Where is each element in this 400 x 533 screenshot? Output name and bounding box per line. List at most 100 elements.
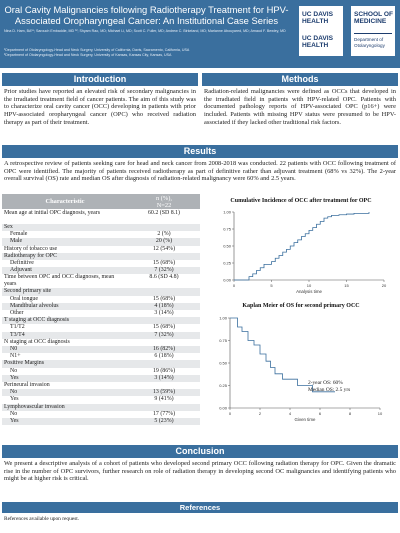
table-cell-label: No (10, 389, 18, 396)
table-row: No 19 (86%) (2, 368, 200, 375)
table-cell-value: 16 (82%) (152, 346, 176, 352)
table-cell-label: Sex (4, 224, 13, 230)
logo-divider (354, 33, 392, 34)
table-cell-label: No (10, 410, 18, 417)
table-row: Adjuvant 7 (32%) (2, 267, 200, 275)
table-header: Characteristic n (%), N=22 (2, 194, 200, 209)
table-row: Mean age at initial OPC diagnosis, years… (2, 210, 200, 224)
table-row: Lymphovascular invasion (2, 403, 200, 411)
ucdavis-health-logo: UC DAVIS HEALTH UC DAVIS HEALTH (299, 6, 343, 56)
table-cell-value: 15 (68%) (152, 324, 176, 331)
x-tick-label: 0 (229, 411, 232, 416)
x-tick-label: 20 (382, 283, 387, 288)
affiliation-1: ¹Department of Otolaryngology-Head and N… (4, 48, 190, 52)
table-row: No 13 (59%) (2, 389, 200, 397)
conclusion-text: We present a descriptive analysis of a c… (4, 460, 396, 483)
y-tick-label: 0.00 (219, 405, 228, 410)
table-col-n-line2: N=22 (156, 201, 172, 209)
x-axis-label: Analysis time (296, 289, 322, 294)
y-tick-label: 1.00 (223, 209, 232, 214)
logo-line: SCHOOL OF (354, 11, 394, 18)
table-row: Yes 5 (23%) (2, 418, 200, 426)
table-row: No 17 (77%) (2, 411, 200, 418)
kaplan-meier-chart: 0.00 0.25 0.50 0.75 1.00 0 2 4 6 8 10 Given time (219, 315, 383, 422)
x-tick-label: 5 (270, 283, 273, 288)
y-tick-label: 0.50 (223, 243, 232, 248)
cumulative-incidence-chart: 0.00 0.25 0.50 0.75 1.00 0 5 10 15 20 Analysis tim… (223, 209, 387, 294)
table-row: T3/T4 7 (32%) (2, 331, 200, 339)
table-cell-label: N1+ (10, 353, 21, 360)
table-cell-value: 3 (14%) (154, 374, 174, 381)
logo-line: MEDICINE (354, 18, 387, 25)
table-cell-label: Yes (10, 418, 19, 424)
table-cell-label: History of tobacco use (4, 245, 58, 252)
table-row: T1/T2 15 (68%) (2, 324, 200, 331)
table-col-characteristic: Characteristic (45, 198, 85, 205)
table-col-n: n (%), N=22 (128, 195, 200, 210)
methods-text: Radiation-related malignancies were defi… (204, 88, 396, 126)
table-cell-value: 2 (%) (157, 231, 171, 238)
table-cell-value: 20 (%) (155, 238, 173, 245)
table-row: Positive Margins (2, 360, 200, 368)
table-cell-value: 19 (86%) (152, 367, 176, 374)
table-cell-label: N staging at OCC diagnosis (4, 338, 70, 345)
affiliation-2: ²Department of Otolaryngology-Head and N… (4, 53, 172, 57)
x-axis-label: Given time (295, 417, 317, 422)
table-cell-label: Adjuvant (10, 267, 32, 274)
logo-line: UC DAVIS (302, 11, 334, 18)
table-cell-value: 6 (18%) (154, 353, 174, 360)
results-text: A retrospective review of patients seeki… (4, 160, 396, 183)
chart2-annotation: 2-year OS: 60% Median OS: 2.5 yrs (308, 380, 350, 394)
table-cell-label: N0 (10, 346, 18, 352)
methods-heading: Methods (202, 73, 398, 86)
table-row: Oral tongue 15 (68%) (2, 296, 200, 303)
table-cell-label: Oral tongue (10, 295, 38, 302)
table-cell-value: 8.6 (SD 4.8) (149, 274, 179, 281)
table-row: Mandibular alveolus 4 (18%) (2, 302, 200, 310)
x-tick-label: 10 (378, 411, 383, 416)
table-cell-label: Mean age at initial OPC diagnosis, years (4, 210, 101, 216)
chart1-title: Cumulative Incidence of OCC after treatm… (230, 198, 372, 204)
logo-line: Department of (354, 37, 384, 42)
table-row: Radiotherapy for OPC (2, 252, 200, 260)
table-cell-value: 3 (14%) (154, 310, 174, 316)
table-cell-label: Female (10, 231, 28, 238)
table-row: N0 16 (82%) (2, 346, 200, 354)
logo-line: UC DAVIS (302, 35, 334, 42)
table-row: Second primary site (2, 288, 200, 296)
table-cell-label: Radiotherapy for OPC (4, 252, 58, 259)
y-tick-label: 0.50 (219, 360, 228, 365)
introduction-heading: Introduction (2, 73, 198, 86)
table-row: Male 20 (%) (2, 238, 200, 246)
logo-line: Otolaryngology (354, 43, 385, 48)
table-row: Yes 3 (14%) (2, 374, 200, 382)
table-row: Sex (2, 224, 200, 232)
table-cell-label: Positive Margins (4, 360, 44, 367)
table-cell-value: 4 (18%) (154, 302, 174, 309)
table-cell-label: No (10, 367, 18, 374)
table-cell-label: Yes (10, 396, 19, 403)
table-cell-label: T staging at OCC diagnosis (4, 317, 70, 324)
table-cell-label: Perineural invasion (4, 382, 50, 388)
x-tick-label: 6 (319, 411, 322, 416)
table-row: History of tobacco use 12 (54%) (2, 246, 200, 253)
table-row: T staging at OCC diagnosis (2, 317, 200, 325)
table-cell-label: Time between OPC and OCC diagnoses, mean… (4, 274, 115, 288)
school-of-medicine-logo: SCHOOL OF MEDICINE Department of Otolary… (351, 6, 395, 56)
table-row: Perineural invasion (2, 382, 200, 389)
table-row: Definitive 15 (68%) (2, 260, 200, 267)
x-tick-label: 10 (307, 283, 312, 288)
table-cell-label: Definitive (10, 260, 34, 266)
table-row: Female 2 (%) (2, 231, 200, 238)
table-cell-value: 15 (68%) (152, 295, 176, 302)
y-tick-label: 0.00 (223, 277, 232, 282)
x-tick-label: 0 (233, 283, 236, 288)
references-text: References available upon request. (4, 516, 80, 522)
poster-header: Oral Cavity Malignancies following Radio… (0, 0, 400, 68)
author-list: Nina D. Ham, BA¹*; Sarouch Embaddie, MD … (4, 29, 286, 33)
table-cell-value: 13 (59%) (152, 389, 176, 396)
y-tick-label: 0.75 (219, 338, 228, 343)
conclusion-heading: Conclusion (2, 445, 398, 458)
table-cell-label: T3/T4 (10, 331, 25, 338)
table-row: Yes 9 (41%) (2, 396, 200, 403)
